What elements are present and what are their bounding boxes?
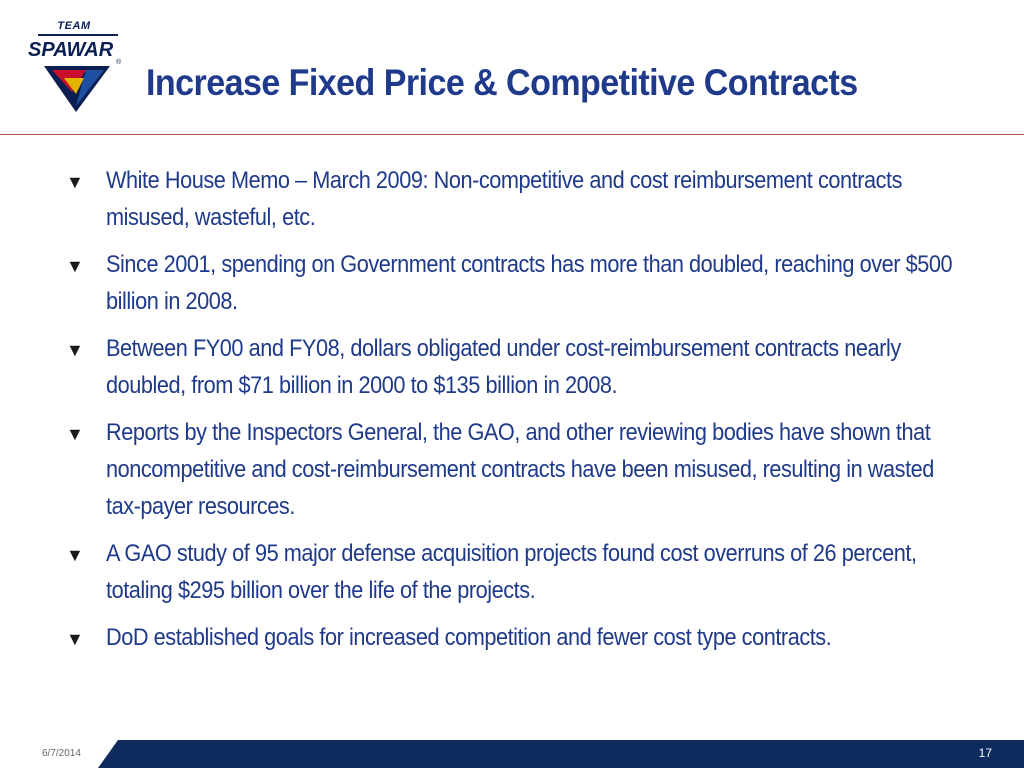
slide-title: Increase Fixed Price & Competitive Contr…	[146, 62, 858, 103]
triangle-down-icon: ▼	[66, 172, 84, 192]
triangle-down-icon: ▼	[66, 545, 84, 565]
bullet-item: ▼ Reports by the Inspectors General, the…	[66, 414, 966, 525]
bullet-text: A GAO study of 95 major defense acquisit…	[106, 540, 917, 604]
bullet-item: ▼ Since 2001, spending on Government con…	[66, 246, 966, 320]
footer-date: 6/7/2014	[42, 748, 81, 759]
bullet-text: Since 2001, spending on Government contr…	[106, 251, 953, 315]
bullet-text: Between FY00 and FY08, dollars obligated…	[106, 335, 901, 399]
logo-registered-mark: ®	[116, 58, 122, 66]
bullet-item: ▼ A GAO study of 95 major defense acquis…	[66, 535, 966, 609]
title-divider	[0, 134, 1024, 135]
logo-team-text: TEAM	[57, 20, 91, 32]
bullet-text: DoD established goals for increased comp…	[106, 624, 832, 651]
bullet-list: ▼ White House Memo – March 2009: Non-com…	[66, 162, 966, 666]
footer-band	[98, 740, 1024, 768]
triangle-down-icon: ▼	[66, 340, 84, 360]
triangle-down-icon: ▼	[66, 256, 84, 276]
bullet-text: Reports by the Inspectors General, the G…	[106, 419, 934, 520]
bullet-item: ▼ DoD established goals for increased co…	[66, 619, 966, 656]
spawar-emblem: SPAWAR ®	[28, 34, 122, 112]
logo-wordmark: SPAWAR	[28, 39, 114, 61]
bullet-text: White House Memo – March 2009: Non-compe…	[106, 167, 903, 231]
bullet-item: ▼ White House Memo – March 2009: Non-com…	[66, 162, 966, 236]
spawar-logo: TEAM SPAWAR ®	[24, 20, 124, 112]
triangle-down-icon: ▼	[66, 424, 84, 444]
page-number: 17	[978, 746, 992, 760]
bullet-item: ▼ Between FY00 and FY08, dollars obligat…	[66, 330, 966, 404]
triangle-down-icon: ▼	[66, 629, 84, 649]
